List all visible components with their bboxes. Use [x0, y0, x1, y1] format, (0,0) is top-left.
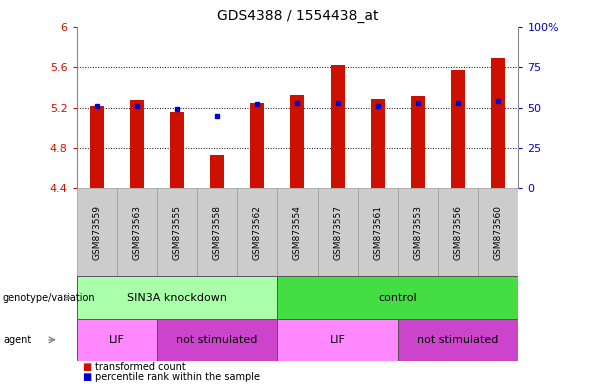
Bar [77, 188, 117, 276]
Text: not stimulated: not stimulated [418, 335, 499, 345]
Text: SIN3A knockdown: SIN3A knockdown [127, 293, 227, 303]
Bar [411, 96, 425, 188]
Text: GSM873560: GSM873560 [494, 205, 503, 260]
Bar [157, 319, 277, 361]
Text: not stimulated: not stimulated [177, 335, 258, 345]
Text: LIF: LIF [109, 335, 125, 345]
Text: genotype/variation: genotype/variation [3, 293, 95, 303]
Text: percentile rank within the sample: percentile rank within the sample [95, 372, 260, 382]
Bar [77, 276, 277, 319]
Bar [130, 101, 144, 188]
Text: GSM873555: GSM873555 [173, 205, 181, 260]
Bar [77, 319, 157, 361]
Bar [358, 188, 398, 276]
Bar [170, 112, 184, 188]
Bar [438, 188, 478, 276]
Text: agent: agent [3, 335, 31, 345]
Title: GDS4388 / 1554438_at: GDS4388 / 1554438_at [217, 9, 378, 23]
Bar [157, 188, 197, 276]
Bar [330, 65, 345, 188]
Text: GSM873558: GSM873558 [213, 205, 221, 260]
Bar [90, 106, 104, 188]
Text: GSM873554: GSM873554 [293, 205, 302, 260]
Bar [197, 188, 237, 276]
Text: GSM873561: GSM873561 [373, 205, 382, 260]
Text: ■: ■ [82, 372, 92, 382]
Bar [398, 319, 518, 361]
Text: GSM873553: GSM873553 [413, 205, 422, 260]
Bar [478, 188, 518, 276]
Text: ■: ■ [82, 362, 92, 372]
Bar [277, 188, 317, 276]
Bar [117, 188, 157, 276]
Text: LIF: LIF [330, 335, 346, 345]
Text: GSM873557: GSM873557 [333, 205, 342, 260]
Text: GSM873559: GSM873559 [92, 205, 101, 260]
Bar [250, 104, 264, 188]
Text: GSM873563: GSM873563 [133, 205, 141, 260]
Bar [237, 188, 277, 276]
Bar [210, 155, 224, 188]
Bar [491, 58, 505, 188]
Text: transformed count: transformed count [95, 362, 186, 372]
Bar [277, 276, 518, 319]
Bar [290, 95, 305, 188]
Bar [317, 188, 358, 276]
Bar [398, 188, 438, 276]
Bar [370, 99, 385, 188]
Bar [451, 70, 465, 188]
Bar [277, 319, 398, 361]
Text: control: control [379, 293, 417, 303]
Text: GSM873562: GSM873562 [253, 205, 262, 260]
Text: GSM873556: GSM873556 [454, 205, 462, 260]
